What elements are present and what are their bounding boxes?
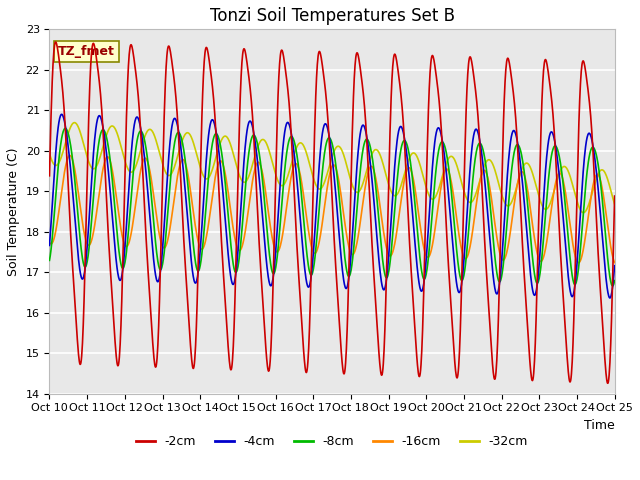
Title: Tonzi Soil Temperatures Set B: Tonzi Soil Temperatures Set B [209, 7, 454, 25]
Text: TZ_fmet: TZ_fmet [58, 45, 115, 58]
Legend: -2cm, -4cm, -8cm, -16cm, -32cm: -2cm, -4cm, -8cm, -16cm, -32cm [131, 430, 533, 453]
Y-axis label: Soil Temperature (C): Soil Temperature (C) [7, 147, 20, 276]
X-axis label: Time: Time [584, 419, 614, 432]
